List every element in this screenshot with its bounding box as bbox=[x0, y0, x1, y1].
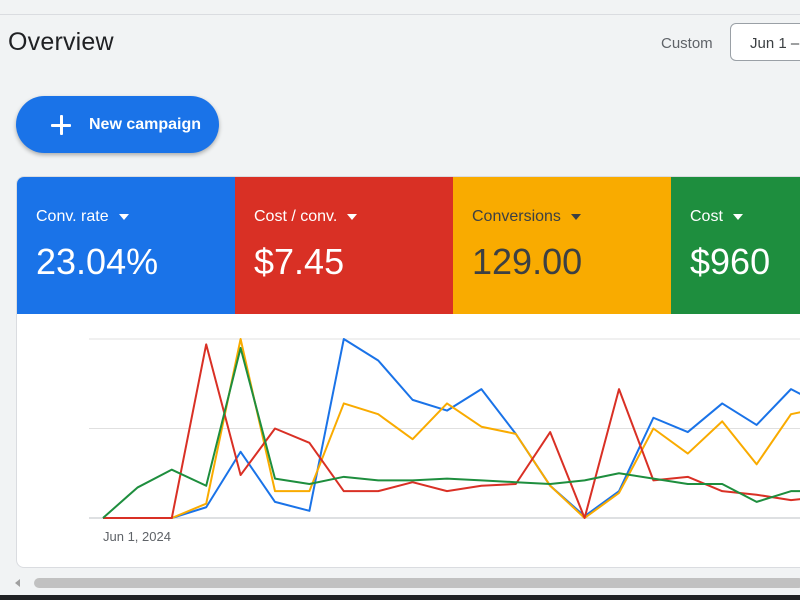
header-divider bbox=[0, 14, 800, 15]
metric-tile-conversions[interactable]: Conversions 129.00 bbox=[453, 177, 671, 314]
plus-icon bbox=[51, 114, 71, 135]
caret-down-icon bbox=[347, 214, 358, 220]
metric-value-conv-rate: 23.04% bbox=[36, 241, 159, 282]
series-line-3 bbox=[102, 346, 800, 519]
new-campaign-button[interactable]: New campaign bbox=[16, 96, 219, 153]
metric-label-text: Conversions bbox=[472, 208, 561, 225]
taskbar-edge bbox=[0, 595, 800, 600]
scroll-left-arrow-icon[interactable] bbox=[15, 579, 20, 587]
date-range-button[interactable]: Jun 1 – bbox=[730, 23, 800, 61]
caret-down-icon bbox=[570, 214, 581, 220]
metric-tile-conv-rate[interactable]: Conv. rate 23.04% bbox=[17, 177, 235, 314]
metric-tile-cost-per-conv[interactable]: Cost / conv. $7.45 bbox=[235, 177, 453, 314]
metric-value-cost-per-conv: $7.45 bbox=[254, 241, 345, 282]
series-line-1 bbox=[103, 338, 800, 519]
metric-label-conv-rate[interactable]: Conv. rate bbox=[36, 208, 129, 226]
metric-label-text: Cost bbox=[690, 208, 723, 225]
performance-card: Conv. rate 23.04% Cost / conv. $7.45 Con… bbox=[16, 176, 800, 568]
date-range-value: Jun 1 – bbox=[750, 35, 800, 52]
page-title: Overview bbox=[8, 28, 114, 56]
metric-label-cost[interactable]: Cost bbox=[690, 208, 743, 226]
metric-tile-cost[interactable]: Cost $960 bbox=[671, 177, 800, 314]
series-line-2 bbox=[103, 343, 800, 519]
performance-line-chart: Jun 1, 2024 bbox=[89, 338, 800, 544]
caret-down-icon bbox=[118, 214, 129, 220]
metric-label-text: Cost / conv. bbox=[254, 208, 338, 225]
metric-value-cost: $960 bbox=[690, 241, 771, 282]
caret-down-icon bbox=[732, 214, 743, 220]
x-axis-start-label: Jun 1, 2024 bbox=[103, 529, 171, 544]
horizontal-scrollbar-thumb[interactable] bbox=[34, 578, 800, 588]
metric-label-text: Conv. rate bbox=[36, 208, 109, 225]
new-campaign-label: New campaign bbox=[89, 115, 202, 133]
metric-value-conversions: 129.00 bbox=[472, 241, 583, 282]
chart-series bbox=[102, 338, 800, 519]
metric-label-conversions[interactable]: Conversions bbox=[472, 208, 581, 226]
date-range-label: Custom bbox=[661, 35, 713, 52]
chart-gridlines bbox=[89, 338, 800, 519]
metric-label-cost-per-conv[interactable]: Cost / conv. bbox=[254, 208, 358, 226]
